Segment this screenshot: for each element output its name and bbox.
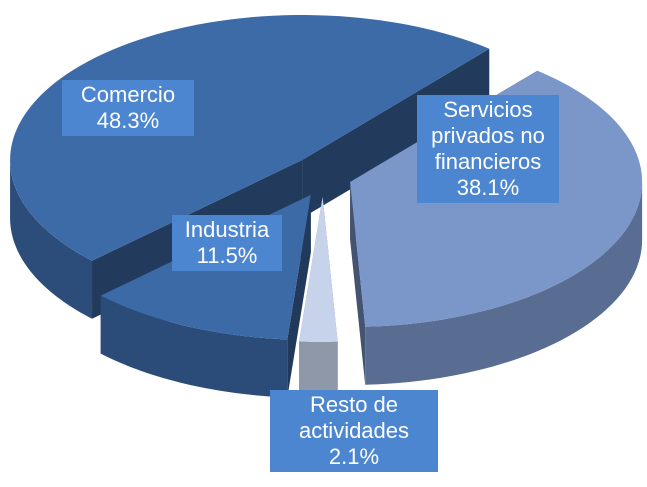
slice — [299, 196, 338, 400]
slice-wall — [100, 295, 288, 398]
category-label: Comercio — [80, 82, 176, 107]
slice-side — [350, 181, 366, 385]
slice-side — [302, 48, 490, 219]
category-label: Servicios privados no financieros — [431, 97, 545, 174]
slice-wall — [365, 181, 643, 385]
value-label: 11.5% — [196, 243, 258, 268]
data-label: Comercio 48.3% — [62, 80, 194, 136]
category-label: Industria — [184, 217, 270, 242]
slice-wall — [299, 341, 338, 400]
value-label: 48.3% — [96, 108, 160, 133]
data-label: Resto de actividades 2.1% — [270, 390, 438, 472]
category-label: Resto de actividades — [298, 392, 410, 443]
data-label: Servicios privados no financieros 38.1% — [417, 95, 559, 203]
slice-top — [299, 196, 338, 342]
slice-wall — [10, 160, 93, 319]
value-label: 38.1% — [456, 175, 520, 200]
data-label: Industria 11.5% — [172, 215, 282, 271]
value-label: 2.1% — [328, 444, 380, 469]
slice-top — [10, 15, 490, 261]
